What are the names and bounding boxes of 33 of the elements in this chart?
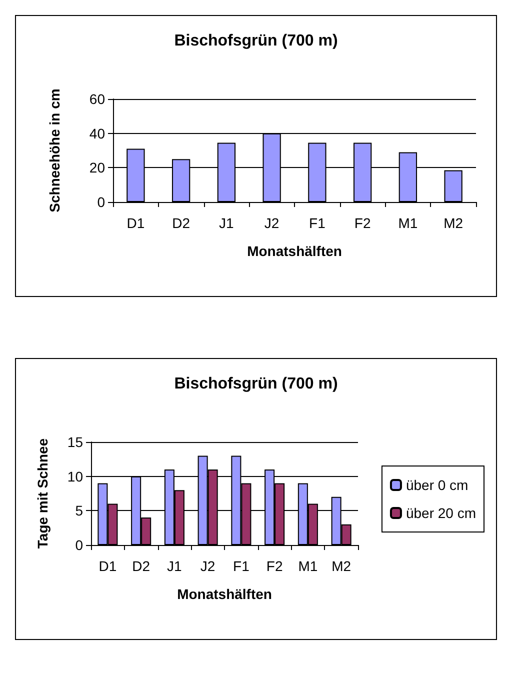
x-axis-title: Monatshälften (177, 586, 272, 602)
x-tick-label: M2 (332, 558, 352, 574)
x-tick-label: J2 (264, 215, 280, 231)
x-tick-label: J2 (200, 558, 216, 574)
legend-label: über 0 cm (406, 477, 468, 493)
x-tick-label: D1 (126, 215, 145, 231)
y-tick-label: 10 (67, 468, 84, 484)
y-tick-label: 40 (89, 125, 106, 142)
x-tick-label: D1 (98, 558, 117, 574)
y-axis-title: Tage mit Schnee (34, 438, 50, 549)
x-tick-label: J1 (167, 558, 182, 574)
y-tick-label: 20 (89, 160, 106, 176)
x-tick-label: M1 (298, 558, 318, 574)
x-tick-label: M1 (398, 215, 418, 231)
y-tick-label: 15 (67, 434, 84, 450)
x-tick-label: J1 (219, 215, 234, 231)
x-tick-label: D2 (132, 558, 150, 574)
x-tick-label: D2 (172, 215, 190, 231)
chart-title: Bischofsgrün (700 m) (174, 376, 338, 392)
y-tick-label: 5 (75, 502, 84, 519)
x-tick-label: M2 (444, 215, 464, 231)
y-tick-label: 0 (75, 537, 84, 553)
x-tick-label: F2 (354, 215, 371, 231)
bar (444, 170, 462, 202)
x-tick-label: F1 (309, 215, 326, 231)
x-tick-label: F2 (266, 558, 283, 574)
legend-label: über 20 cm (406, 505, 476, 521)
chart-title: Bischofsgrün (700 m) (174, 32, 338, 50)
x-axis-title: Monatshälften (247, 243, 342, 259)
y-tick-label: 60 (89, 91, 106, 107)
y-axis-title: Schneehöhe in cm (46, 88, 62, 212)
x-tick-label: F1 (233, 558, 250, 574)
y-tick-label: 0 (97, 194, 106, 210)
